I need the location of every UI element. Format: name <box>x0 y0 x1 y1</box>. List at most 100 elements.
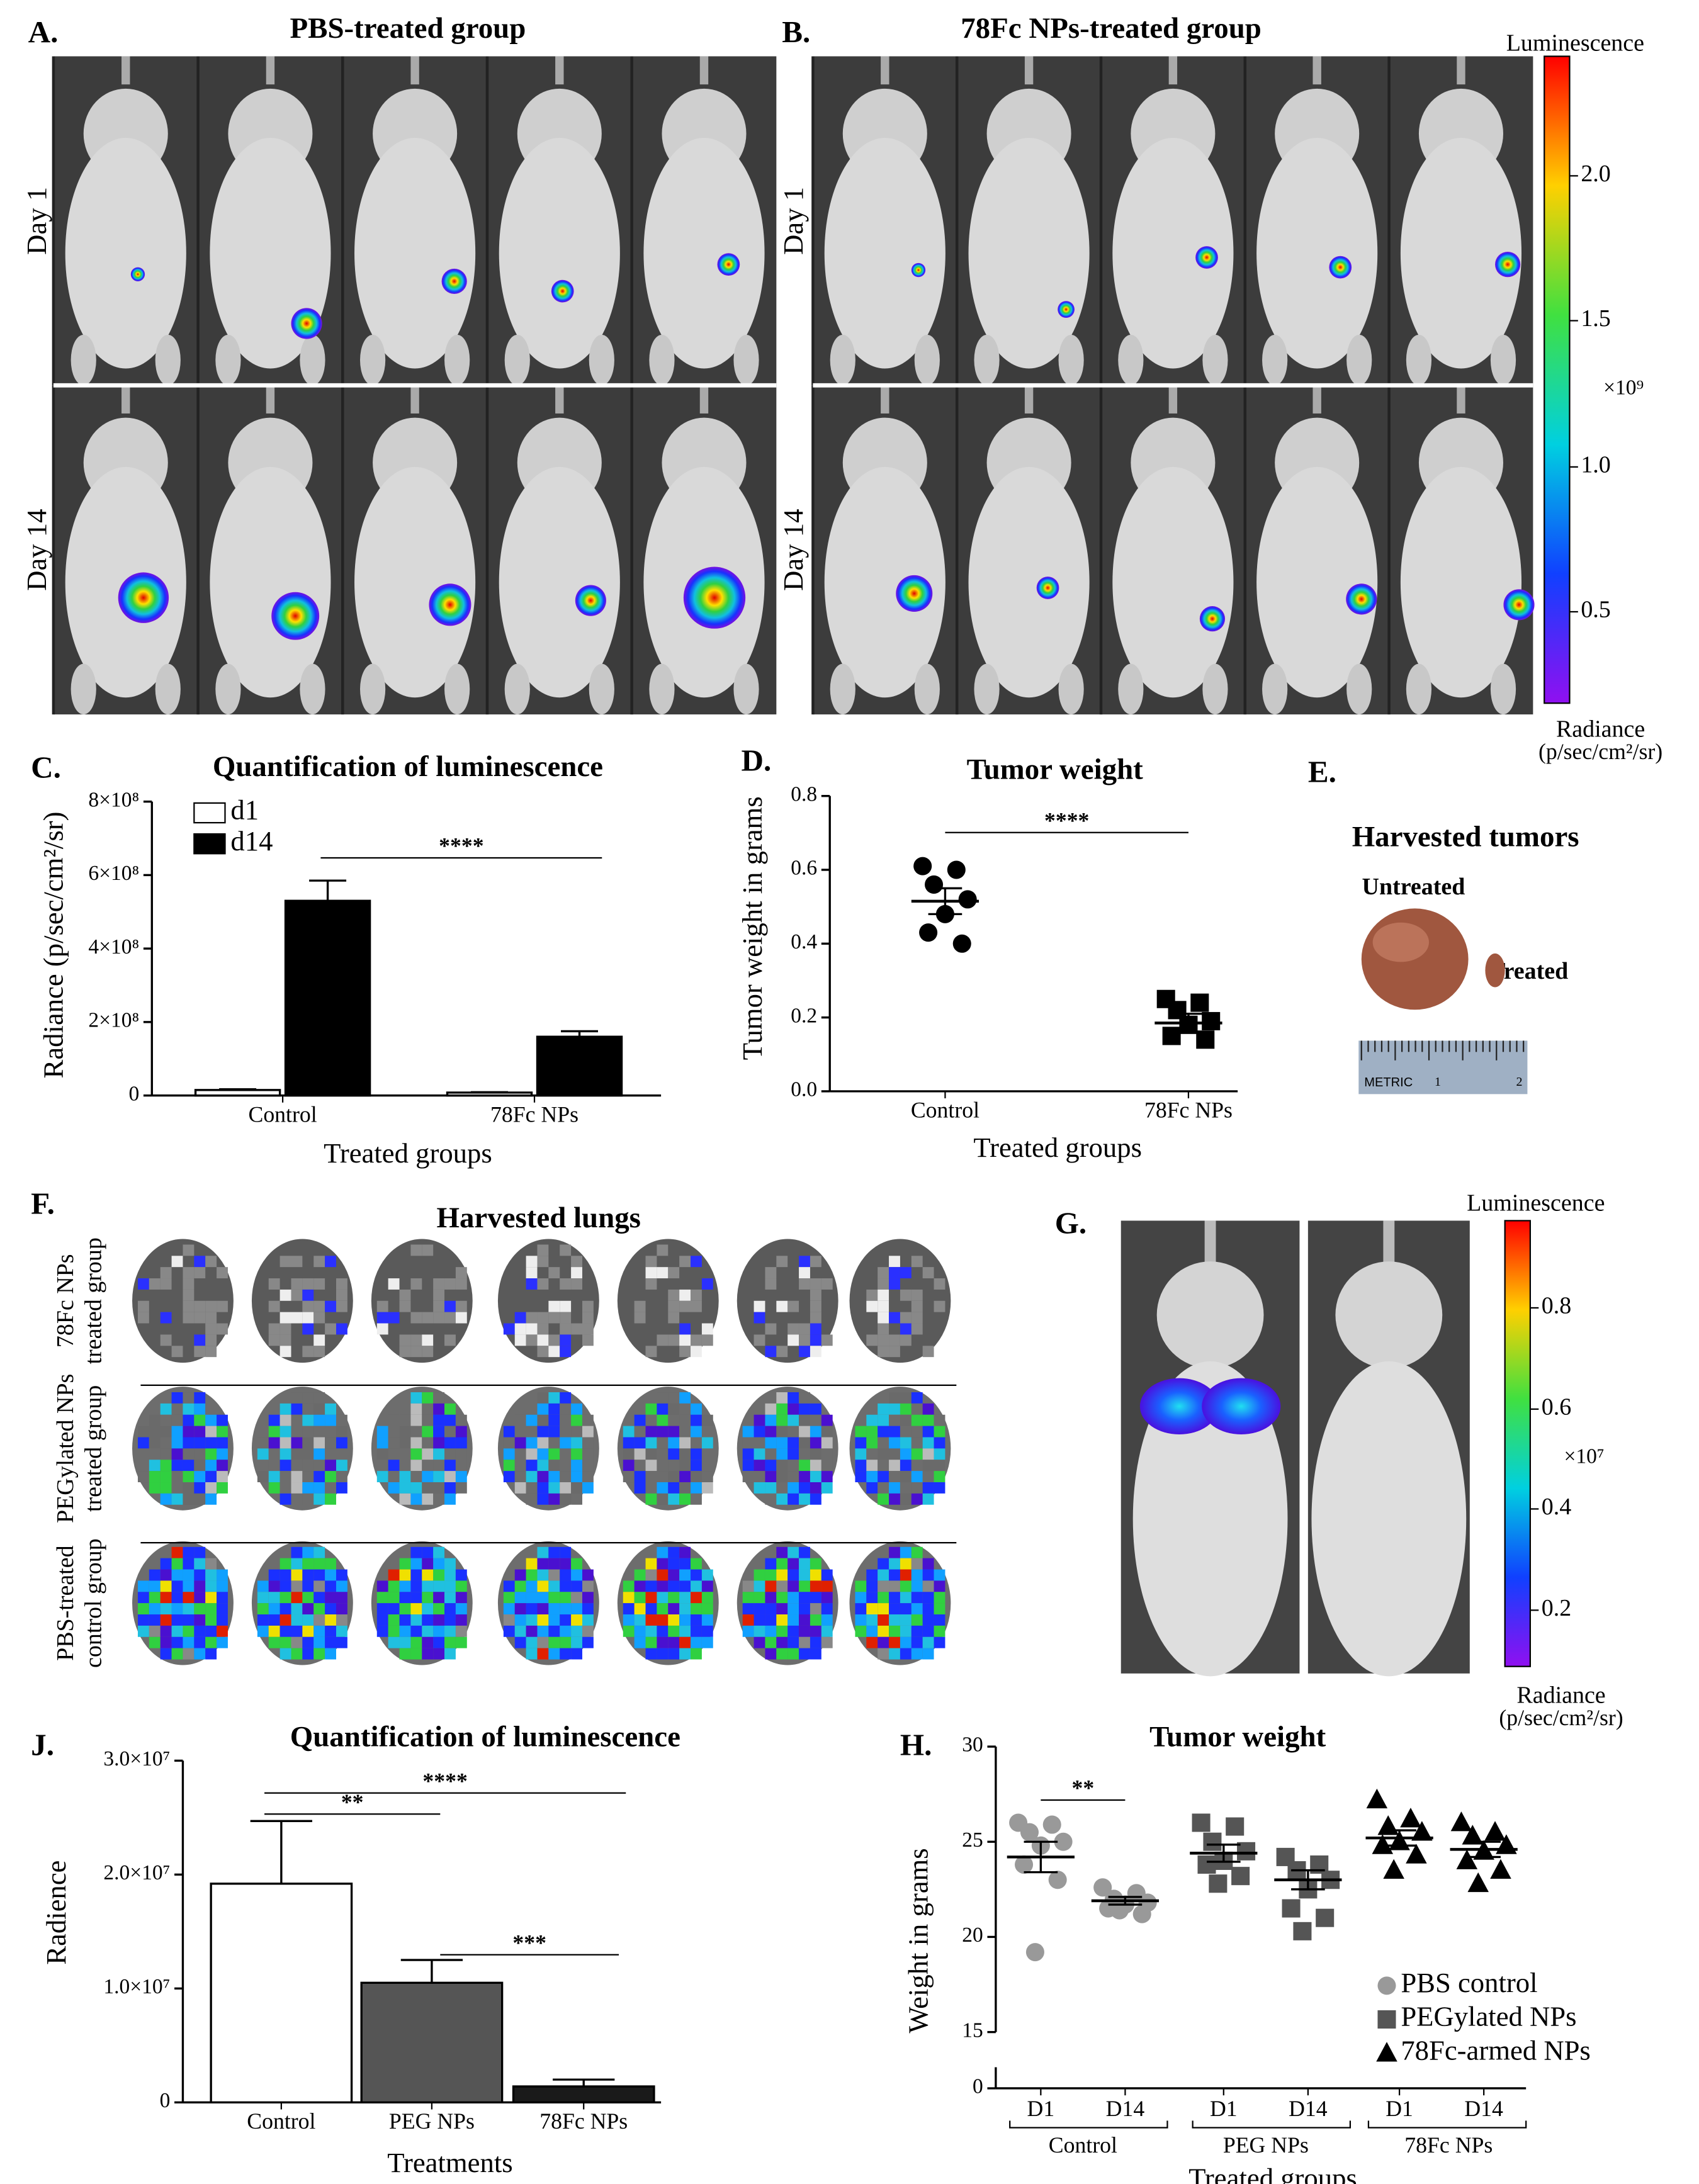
lung-signal <box>900 1392 912 1404</box>
lung-signal <box>388 1592 400 1604</box>
mouse-leg <box>1406 663 1432 715</box>
luminescence-spot <box>1199 606 1226 632</box>
lung-signal <box>657 1493 669 1505</box>
lung-signal <box>410 1244 422 1256</box>
lung-signal <box>548 1580 560 1592</box>
lung-signal <box>922 1460 934 1472</box>
lung-signal <box>922 1437 934 1449</box>
data-point <box>1400 1808 1421 1828</box>
mouse-leg <box>300 334 325 386</box>
lung-signal <box>582 1482 594 1494</box>
lung-signal <box>257 1437 269 1449</box>
lung-signal <box>657 1569 669 1581</box>
mouse-leg <box>589 663 614 715</box>
lung-signal <box>171 1437 183 1449</box>
mouse-leg <box>1118 663 1144 715</box>
lung-signal <box>444 1558 456 1570</box>
lung-signal <box>291 1448 303 1460</box>
lung-signal <box>810 1334 821 1346</box>
luminescence-spot <box>118 572 169 623</box>
sem-bar <box>1467 1840 1501 1859</box>
lung-signal <box>889 1558 900 1570</box>
lung-signal <box>560 1346 572 1358</box>
lung-signal <box>217 1603 228 1615</box>
luminescence-spot <box>683 566 746 629</box>
lung-signal <box>623 1592 635 1604</box>
lung-signal <box>537 1448 549 1460</box>
lung-signal <box>934 1460 945 1472</box>
lung-signal <box>410 1614 422 1626</box>
lung-signal <box>526 1460 538 1472</box>
lung-signal <box>171 1414 183 1426</box>
lung-signal <box>149 1636 161 1648</box>
lung-signal <box>444 1580 456 1592</box>
lung-signal <box>754 1580 765 1592</box>
lung-signal <box>560 1300 572 1312</box>
lung-signal <box>668 1546 680 1558</box>
lung-signal <box>679 1300 691 1312</box>
lung-signal <box>799 1334 810 1346</box>
lung-signal <box>410 1437 422 1449</box>
lung-signal <box>137 1278 149 1290</box>
lung-signal <box>754 1603 765 1615</box>
data-point <box>1202 1011 1221 1030</box>
lung-signal <box>455 1414 467 1426</box>
lung-signal <box>787 1569 799 1581</box>
lung-signal <box>291 1460 303 1472</box>
lung-signal <box>878 1278 889 1290</box>
lung-signal <box>336 1278 347 1290</box>
lung-signal <box>560 1392 572 1404</box>
lung-signal <box>623 1460 635 1472</box>
lung-signal <box>560 1580 572 1592</box>
lung-signal <box>433 1546 445 1558</box>
lung-signal <box>205 1493 217 1505</box>
lung-signal <box>183 1403 195 1415</box>
lung-signal <box>514 1569 526 1581</box>
lung-signal <box>410 1278 422 1290</box>
lung-signal <box>336 1289 347 1301</box>
lung-signal <box>911 1648 923 1660</box>
lung-signal <box>422 1592 434 1604</box>
lung-signal <box>137 1471 149 1483</box>
lung-signal <box>257 1592 269 1604</box>
lung-signal <box>205 1300 217 1312</box>
lung-signal <box>634 1482 646 1494</box>
lung-signal <box>900 1460 912 1472</box>
lung-signal <box>922 1267 934 1279</box>
panel-title: PBS-treated group <box>290 12 526 45</box>
lung-signal <box>582 1636 594 1648</box>
lung-signal <box>313 1300 325 1312</box>
lung-signal <box>537 1493 549 1505</box>
colorbar-unit-title: Radiance <box>1516 1682 1605 1709</box>
lung-signal <box>537 1414 549 1426</box>
lung-signal <box>878 1603 889 1615</box>
lung-signal <box>776 1471 788 1483</box>
lung-signal <box>336 1580 347 1592</box>
lung-signal <box>160 1278 172 1290</box>
lung-signal <box>810 1569 821 1581</box>
lung-signal <box>634 1603 646 1615</box>
lung-signal <box>742 1580 754 1592</box>
lung-signal <box>526 1592 538 1604</box>
lung-signal <box>376 1323 388 1335</box>
mouse-leg <box>71 663 96 715</box>
lung-signal <box>291 1493 303 1505</box>
lung-signal <box>171 1392 183 1404</box>
lung-signal <box>205 1614 217 1626</box>
lung-signal <box>514 1437 526 1449</box>
legend-label: d14 <box>230 825 273 857</box>
lung-signal <box>668 1580 680 1592</box>
luminescence-spot <box>1503 589 1535 621</box>
lung-signal <box>526 1312 538 1324</box>
lung-signal <box>889 1346 900 1358</box>
lung-signal <box>313 1569 325 1581</box>
lung-signal <box>268 1278 280 1290</box>
lung-signal <box>399 1493 411 1505</box>
row-label: PBS-treated <box>52 1545 79 1661</box>
data-point <box>1376 2042 1397 2062</box>
group-bracket <box>1009 2120 1168 2129</box>
lung-signal <box>160 1267 172 1279</box>
lung-signal <box>934 1569 945 1581</box>
lung-signal <box>399 1448 411 1460</box>
lung-signal <box>911 1569 923 1581</box>
